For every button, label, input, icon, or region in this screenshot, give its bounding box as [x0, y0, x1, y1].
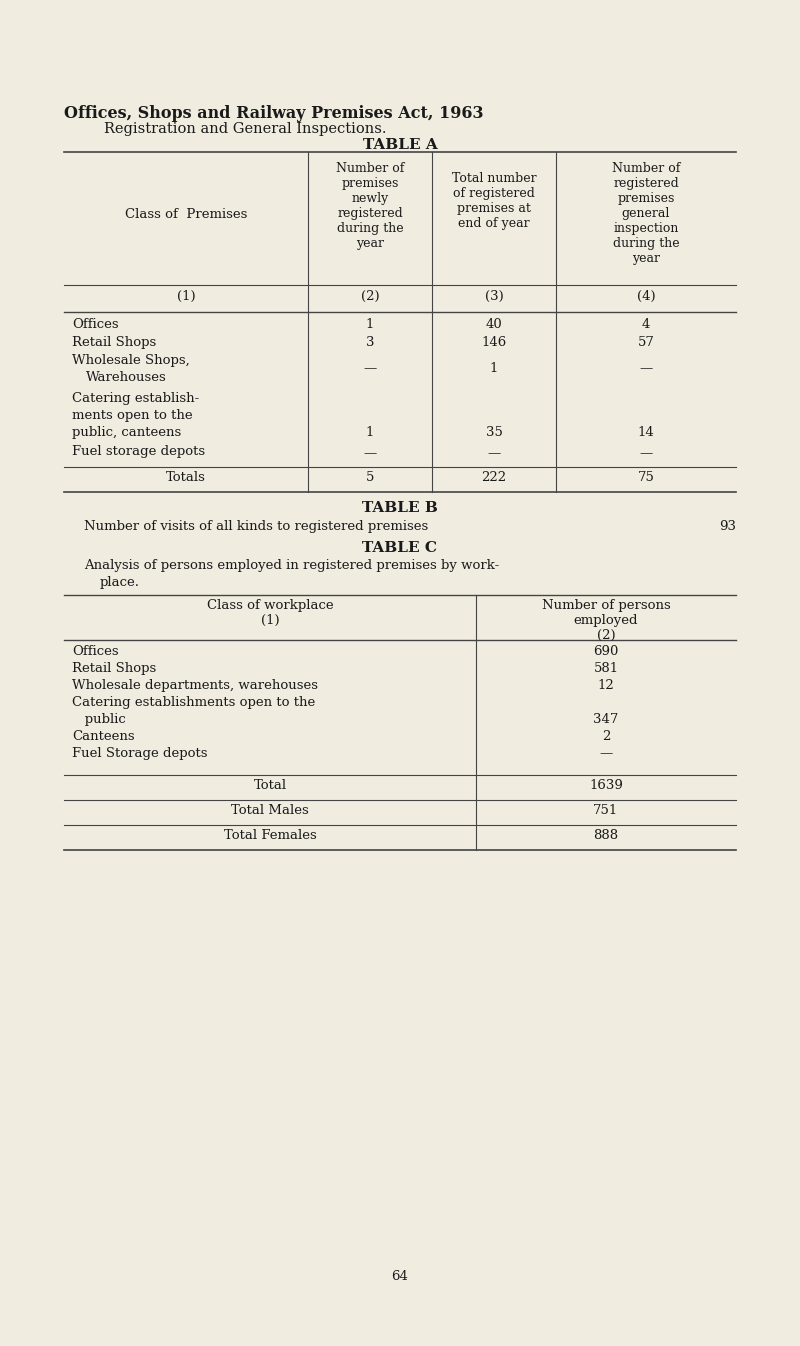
Text: Number of persons
employed
(2): Number of persons employed (2)	[542, 599, 670, 642]
Text: Number of
premises
newly
registered
during the
year: Number of premises newly registered duri…	[336, 162, 404, 250]
Text: Catering establishments open to the: Catering establishments open to the	[72, 696, 315, 709]
Text: 146: 146	[482, 336, 506, 349]
Text: public, canteens: public, canteens	[72, 425, 182, 439]
Text: 4: 4	[642, 318, 650, 331]
Text: (3): (3)	[485, 289, 503, 303]
Text: 2: 2	[602, 730, 610, 743]
Text: Class of workplace
(1): Class of workplace (1)	[206, 599, 334, 627]
Text: Total number
of registered
premises at
end of year: Total number of registered premises at e…	[452, 172, 536, 230]
Text: 1639: 1639	[589, 779, 623, 791]
Text: 40: 40	[486, 318, 502, 331]
Text: Fuel Storage depots: Fuel Storage depots	[72, 747, 207, 760]
Text: Offices: Offices	[72, 645, 118, 658]
Text: 690: 690	[594, 645, 618, 658]
Text: Retail Shops: Retail Shops	[72, 336, 156, 349]
Text: —: —	[363, 447, 377, 460]
Text: —: —	[639, 447, 653, 460]
Text: Retail Shops: Retail Shops	[72, 662, 156, 674]
Text: 57: 57	[638, 336, 654, 349]
Text: —: —	[639, 362, 653, 376]
Text: Class of  Premises: Class of Premises	[125, 209, 247, 222]
Text: Registration and General Inspections.: Registration and General Inspections.	[104, 122, 386, 136]
Text: Fuel storage depots: Fuel storage depots	[72, 446, 205, 458]
Text: Total Males: Total Males	[231, 804, 309, 817]
Text: 222: 222	[482, 471, 506, 485]
Text: 581: 581	[594, 662, 618, 674]
Text: Canteens: Canteens	[72, 730, 134, 743]
Text: 5: 5	[366, 471, 374, 485]
Text: Number of
registered
premises
general
inspection
during the
year: Number of registered premises general in…	[612, 162, 680, 265]
Text: ments open to the: ments open to the	[72, 409, 193, 423]
Text: (2): (2)	[361, 289, 379, 303]
Text: 3: 3	[366, 336, 374, 349]
Text: 14: 14	[638, 425, 654, 439]
Text: (4): (4)	[637, 289, 655, 303]
Text: 12: 12	[598, 678, 614, 692]
Text: Total: Total	[254, 779, 286, 791]
Text: Offices: Offices	[72, 318, 118, 331]
Text: 35: 35	[486, 425, 502, 439]
Text: 75: 75	[638, 471, 654, 485]
Text: —: —	[599, 747, 613, 760]
Text: TABLE B: TABLE B	[362, 501, 438, 516]
Text: Catering establish-: Catering establish-	[72, 392, 199, 405]
Text: 64: 64	[391, 1271, 409, 1283]
Text: —: —	[487, 447, 501, 460]
Text: Analysis of persons employed in registered premises by work-: Analysis of persons employed in register…	[84, 559, 499, 572]
Text: Warehouses: Warehouses	[86, 371, 166, 384]
Text: Wholesale Shops,: Wholesale Shops,	[72, 354, 190, 367]
Text: Number of visits of all kinds to registered premises: Number of visits of all kinds to registe…	[84, 520, 428, 533]
Text: 888: 888	[594, 829, 618, 843]
Text: 1: 1	[366, 318, 374, 331]
Text: Totals: Totals	[166, 471, 206, 485]
Text: Wholesale departments, warehouses: Wholesale departments, warehouses	[72, 678, 318, 692]
Text: place.: place.	[100, 576, 140, 590]
Text: Total Females: Total Females	[224, 829, 316, 843]
Text: —: —	[363, 362, 377, 376]
Text: TABLE A: TABLE A	[362, 139, 438, 152]
Text: Offices, Shops and Railway Premises Act, 1963: Offices, Shops and Railway Premises Act,…	[64, 105, 483, 122]
Text: 1: 1	[366, 425, 374, 439]
Text: (1): (1)	[177, 289, 195, 303]
Text: 93: 93	[719, 520, 736, 533]
Text: public: public	[72, 713, 126, 725]
Text: 347: 347	[594, 713, 618, 725]
Text: 751: 751	[594, 804, 618, 817]
Text: 1: 1	[490, 362, 498, 376]
Text: TABLE C: TABLE C	[362, 541, 438, 555]
